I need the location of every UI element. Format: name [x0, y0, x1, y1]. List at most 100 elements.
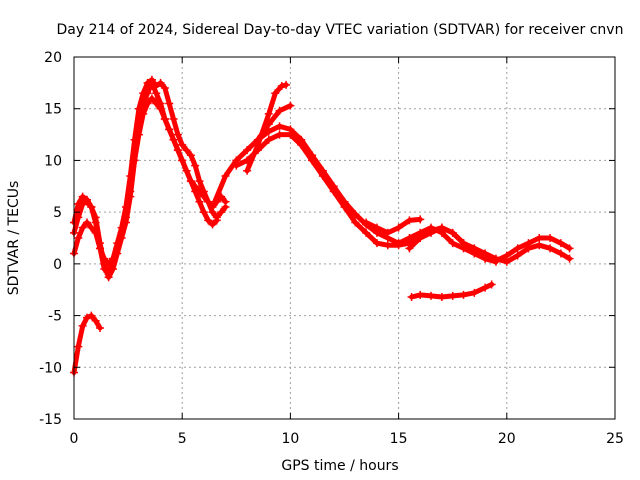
data-point	[308, 156, 317, 165]
data-point	[243, 166, 252, 175]
tick-layer: 0 5 10 15 20 25 -15 -10 -5 0 5 10 15 20	[39, 50, 624, 447]
data-point	[481, 254, 490, 263]
x-tick-label: 25	[606, 431, 624, 447]
data-point	[437, 223, 446, 232]
data-point	[362, 218, 371, 227]
y-tick-label: 15	[44, 102, 62, 118]
x-tick-label: 0	[70, 431, 79, 447]
data-point	[147, 94, 156, 103]
data-point	[329, 187, 338, 196]
data-point	[565, 254, 574, 263]
data-point	[212, 213, 221, 222]
data-point	[82, 197, 91, 206]
series-track-c	[70, 94, 230, 268]
x-axis-label: GPS time / hours	[281, 458, 398, 474]
data-point	[191, 161, 200, 170]
data-point	[152, 89, 161, 98]
grid-layer	[74, 57, 615, 419]
data-point	[152, 99, 161, 108]
data-point	[117, 228, 126, 237]
data-point	[191, 182, 200, 191]
data-point	[121, 213, 130, 222]
data-point	[147, 78, 156, 87]
data-point	[195, 197, 204, 206]
data-point	[82, 313, 91, 322]
data-point	[253, 135, 262, 144]
series-line	[233, 132, 573, 265]
data-point	[264, 109, 273, 118]
data-point	[104, 259, 113, 268]
data-point	[204, 216, 213, 225]
data-point	[286, 130, 295, 139]
data-point	[169, 115, 178, 124]
data-point	[126, 187, 135, 196]
data-point	[470, 288, 479, 297]
series-track-k	[70, 311, 104, 377]
data-point	[178, 140, 187, 149]
data-point	[143, 89, 152, 98]
data-point	[169, 135, 178, 144]
data-point	[156, 104, 165, 113]
data-point	[535, 234, 544, 242]
data-point	[91, 213, 100, 222]
data-point	[87, 311, 96, 320]
data-point	[182, 166, 191, 175]
data-point	[221, 171, 230, 180]
data-point	[459, 290, 468, 299]
data-point	[407, 292, 416, 301]
data-point	[160, 115, 169, 124]
data-point	[362, 228, 371, 237]
data-point	[556, 239, 565, 248]
y-tick-label: 20	[44, 50, 62, 66]
data-point	[394, 241, 403, 250]
data-point	[195, 187, 204, 196]
series-track-j	[405, 223, 500, 266]
y-axis-label: SDTVAR / TECUs	[6, 181, 22, 296]
y-tick-label: 5	[53, 205, 62, 221]
data-point	[318, 171, 327, 180]
x-tick-label: 10	[281, 431, 299, 447]
data-point	[340, 202, 349, 211]
data-point	[448, 239, 457, 248]
data-point	[232, 161, 241, 170]
data-point	[186, 177, 195, 186]
data-point	[182, 146, 191, 155]
data-point	[535, 241, 544, 250]
data-layer	[70, 75, 574, 377]
data-point	[513, 244, 522, 253]
data-point	[78, 199, 87, 208]
data-point	[275, 130, 284, 139]
data-point	[178, 156, 187, 165]
data-point	[78, 321, 87, 330]
data-point	[448, 228, 457, 237]
data-point	[91, 316, 100, 325]
data-point	[78, 192, 87, 201]
data-point	[351, 218, 360, 227]
series-line	[255, 103, 293, 143]
data-point	[78, 223, 87, 232]
data-point	[546, 234, 555, 242]
data-point	[208, 208, 217, 217]
data-point	[210, 197, 219, 206]
data-point	[243, 146, 252, 155]
data-point	[372, 239, 381, 248]
data-point	[165, 99, 174, 108]
data-point	[82, 218, 91, 227]
x-tick-label: 5	[178, 431, 187, 447]
data-point	[74, 213, 83, 222]
data-point	[95, 244, 104, 253]
y-tick-label: 10	[44, 153, 62, 169]
y-tick-label: 0	[53, 257, 62, 273]
data-point	[416, 215, 425, 224]
data-point	[448, 291, 457, 300]
data-point	[108, 254, 117, 263]
data-point	[275, 106, 284, 115]
data-point	[416, 290, 425, 299]
data-point	[186, 151, 195, 160]
data-point	[383, 228, 392, 237]
data-point	[199, 208, 208, 217]
series-track-g	[253, 101, 295, 144]
data-point	[74, 234, 83, 242]
data-point	[405, 244, 414, 253]
